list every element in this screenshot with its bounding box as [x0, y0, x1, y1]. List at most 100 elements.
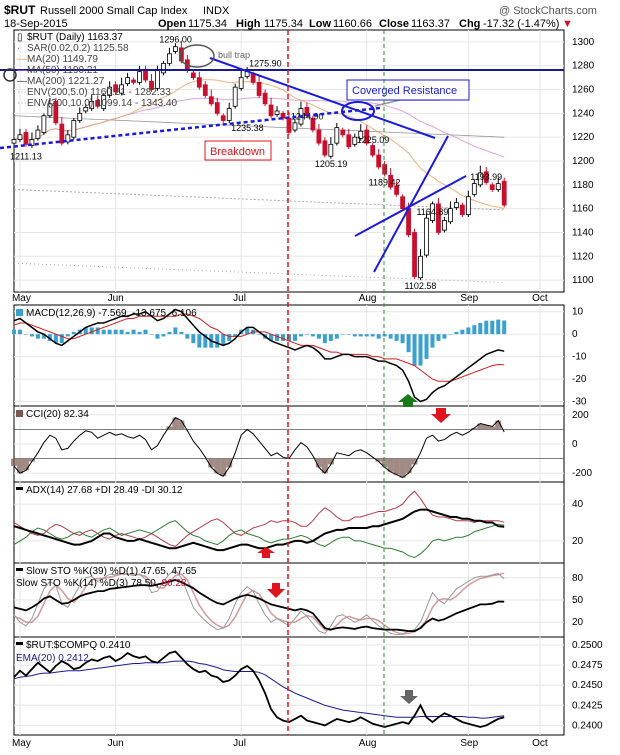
macd-histogram-bar: [298, 334, 303, 337]
price-legend-marker: —: [17, 76, 27, 87]
macd-histogram-bar: [215, 334, 220, 348]
month-label: Aug: [359, 293, 377, 304]
panel-tick-label: 0.2425: [572, 700, 603, 711]
panel-tick-label: -200: [572, 468, 592, 479]
candle-body: [316, 129, 322, 144]
cci-extreme-fill: [411, 458, 418, 465]
price-annotation-label: 1164.89: [416, 207, 448, 217]
candle-body: [418, 255, 423, 279]
macd-histogram-bar: [107, 329, 112, 335]
macd-histogram-bar: [269, 334, 274, 341]
macd-histogram-bar: [454, 331, 459, 335]
candle-body: [101, 95, 107, 110]
price-annotation-label: 1211.13: [10, 152, 42, 162]
macd-histogram-bar: [346, 334, 351, 335]
trend-annotations: bull trap Coverged Resistance Breakdown: [0, 30, 564, 735]
macd-histogram-bar: [29, 334, 34, 337]
candle-body: [161, 62, 166, 74]
exchange-label: INDX: [203, 5, 230, 17]
macd-histogram-bar: [364, 334, 369, 337]
price-tick-label: 1140: [572, 227, 594, 238]
macd-histogram-bar: [233, 334, 238, 337]
candle-body: [11, 139, 17, 144]
adx-legend: ADX(14) 27.68 +DI 28.49 -DI 30.12: [16, 485, 183, 496]
candle-body: [448, 208, 453, 223]
ratio-down-arrow-icon: [400, 690, 418, 704]
macd-histogram-bar: [71, 331, 76, 335]
price-legend-marker: ⋯: [17, 87, 27, 98]
candle-body: [167, 53, 172, 64]
price-tick-label: 1240: [572, 108, 595, 119]
macd-histogram-bar: [155, 334, 160, 339]
macd-histogram-bar: [490, 320, 495, 335]
panel-tick-label: 200: [572, 410, 589, 421]
macd-histogram-bar: [185, 334, 190, 339]
candle-body: [125, 77, 130, 84]
candle-body: [173, 46, 178, 52]
price-legend-item: SAR(0.02,0.2) 1125.58: [27, 43, 129, 54]
macd-histogram-bar: [292, 334, 297, 341]
cci-extreme-fill: [471, 427, 478, 430]
candle-body: [430, 203, 435, 221]
candle-body: [256, 82, 262, 96]
price-annotation-label: 1235.38: [231, 123, 264, 133]
panel-tick-label: 20: [572, 617, 584, 628]
panel-tick-label: -30: [572, 397, 587, 408]
candle-body: [149, 80, 154, 90]
cci-extreme-fill: [22, 458, 29, 471]
grid-lines: [14, 30, 564, 735]
panel-tick-label: -10: [572, 352, 587, 363]
candle-body: [220, 115, 226, 121]
macd-histogram-bar: [478, 322, 483, 335]
macd-histogram-bar: [484, 320, 489, 335]
macd-histogram-bar: [382, 334, 387, 337]
ratio-label: $RUT:$COMPQ 0.2410: [26, 640, 131, 651]
price-annotations: 1296.001275.901244.901225.091235.381211.…: [10, 35, 502, 291]
breakdown-label: Breakdown: [210, 146, 265, 158]
adx-line: [13, 508, 505, 552]
cci-extreme-fill: [178, 420, 185, 430]
panel-tick-label: -20: [572, 374, 587, 385]
macd-histogram-bar: [394, 334, 399, 341]
candle-body: [453, 202, 459, 208]
macd-histogram-bar: [436, 334, 441, 341]
breakdown-box: [204, 140, 272, 161]
month-label: May: [12, 293, 31, 304]
macd-histogram-bar: [424, 334, 429, 359]
converged-resistance-circle-icon: [341, 101, 375, 121]
adx-legend-swatch: [16, 487, 23, 490]
macd-histogram-bar: [203, 334, 208, 348]
price-tick-label: 1280: [572, 61, 595, 72]
price-tick-label: 1300: [572, 37, 595, 48]
month-label-bottom: Sep: [460, 738, 478, 749]
candle-body: [202, 84, 208, 96]
price-tick-label: 1260: [572, 85, 595, 96]
macd-histogram-bar: [221, 334, 226, 346]
sto-down-arrow-icon: [267, 583, 285, 598]
candle-body: [459, 204, 465, 215]
candle-body: [364, 129, 370, 144]
macd-histogram-bar: [412, 334, 417, 366]
channel-lower-line: [354, 175, 467, 237]
macd-histogram-bar: [143, 329, 148, 335]
ratio-legend: $RUT:$COMPQ 0.2410 EMA(20) 0.2412: [16, 640, 131, 664]
open-label: Open: [158, 18, 186, 30]
cci-extreme-fill: [477, 423, 484, 430]
ratio-ema-line: [13, 660, 505, 719]
month-label-bottom: Jun: [108, 738, 124, 749]
candle-body: [465, 196, 471, 215]
envelope-lower-line: [13, 189, 505, 211]
cci-extreme-fill: [166, 426, 173, 430]
panel-tick-label: 0: [572, 329, 578, 340]
low-value: 1160.66: [333, 18, 372, 30]
price-tick-label: 1120: [572, 251, 594, 262]
macd-histogram-bar: [358, 334, 363, 337]
candle-body: [35, 129, 41, 139]
price-legend-marker: —: [17, 65, 27, 76]
macd-histogram-bar: [23, 334, 28, 335]
candle-body: [424, 217, 429, 256]
price-legend-item: MA(20) 1149.79: [27, 54, 98, 65]
month-label-bottom: Aug: [359, 738, 377, 749]
panel-tick-label: 0: [572, 439, 578, 450]
price-annotation-label: 1205.19: [315, 159, 348, 169]
